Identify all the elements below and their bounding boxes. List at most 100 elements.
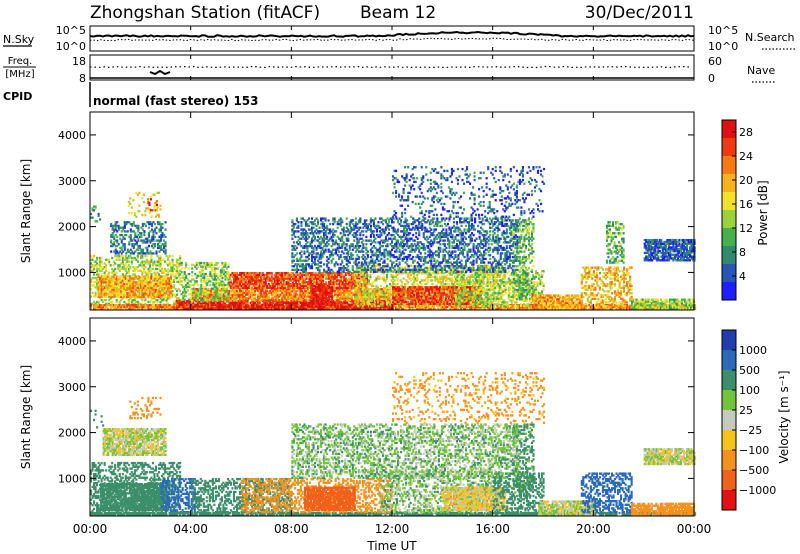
heatmap-cell [124,262,127,265]
heatmap-cell [241,304,244,307]
heatmap-cell [270,281,273,284]
heatmap-cell [311,300,314,304]
heatmap-cell [135,300,138,304]
heatmap-cell [347,284,350,288]
heatmap-cell [142,275,145,278]
heatmap-cell [257,303,260,306]
heatmap-cell [267,286,270,289]
heatmap-cell [306,289,310,293]
heatmap-cell [90,307,93,311]
heatmap-cell [171,286,174,289]
heatmap-cell [203,289,206,292]
heatmap-cell [319,273,322,277]
heatmap-cell [163,282,167,285]
heatmap-cell [303,291,307,294]
heatmap-cell [120,304,123,307]
heatmap-cell [121,286,124,289]
heatmap-cell [141,222,144,226]
heatmap-cell [134,235,137,239]
heatmap-cell [100,278,103,282]
heatmap-cell [303,284,307,288]
heatmap-cell [245,307,248,310]
heatmap-cell [258,293,261,296]
heatmap-cell [344,273,347,277]
heatmap-cell [146,201,149,205]
heatmap-cell [118,266,121,269]
heatmap-cell [124,290,127,293]
heatmap-cell [237,286,240,289]
heatmap-cell [190,305,193,308]
heatmap-cell [187,299,190,303]
heatmap-cell [299,293,302,296]
heatmap-cell [116,224,119,228]
heatmap-cell [153,307,156,311]
heatmap-cell [153,271,156,274]
heatmap-cell [168,255,171,258]
heatmap-cell [299,295,302,298]
heatmap-cell [177,280,180,283]
heatmap-cell [397,291,400,294]
heatmap-cell [278,288,281,291]
heatmap-cell [302,301,305,305]
heatmap-cell [198,294,201,298]
heatmap-cell [603,307,606,311]
heatmap-cell [213,301,216,305]
heatmap-cell [150,224,154,228]
heatmap-cell [311,286,314,289]
heatmap-cell [118,300,121,304]
heatmap-cell [199,305,202,308]
heatmap-cell [278,284,281,288]
heatmap-cell [148,300,151,304]
heatmap-cell [366,304,369,307]
heatmap-cell [282,279,285,282]
heatmap-cell [123,300,126,304]
heatmap-cell [108,299,111,302]
heatmap-cell [168,292,171,295]
heatmap-cell [368,305,371,308]
heatmap-cell [124,273,127,276]
heatmap-cell [170,269,173,272]
heatmap-cell [331,271,334,275]
heatmap-cell [238,293,242,296]
heatmap-cell [155,239,158,242]
heatmap-cell [150,269,153,272]
heatmap-cell [192,291,195,294]
heatmap-cell [552,304,555,307]
heatmap-cell [117,288,120,291]
heatmap-cell [115,281,118,284]
heatmap-cell [600,307,603,311]
heatmap-cell [150,256,153,260]
heatmap-cell [213,295,216,298]
heatmap-cell [118,290,121,293]
heatmap-cell [153,262,156,265]
heatmap-cell [126,260,129,263]
heatmap-cell [353,284,356,288]
heatmap-cell [334,271,337,275]
power-heatmap [90,166,697,311]
heatmap-cell [618,307,621,311]
heatmap-cell [205,289,208,293]
heatmap-cell [176,269,179,272]
heatmap-cell [248,288,251,291]
heatmap-cell [159,295,162,299]
heatmap-cell [103,299,106,302]
heatmap-cell [263,277,266,280]
heatmap-cell [96,273,99,276]
heatmap-cell [99,307,102,311]
heatmap-cell [361,293,364,296]
heatmap-cell [263,295,266,298]
heatmap-cell [100,284,103,288]
heatmap-cell [132,258,135,261]
heatmap-cell [156,282,159,285]
heatmap-cell [130,284,133,288]
heatmap-cell [100,307,103,311]
heatmap-cell [132,304,135,307]
heatmap-cell [109,279,112,282]
heatmap-cell [243,295,246,298]
heatmap-cell [305,277,308,280]
heatmap-cell [331,288,334,291]
heatmap-cell [170,286,173,289]
heatmap-cell [335,277,338,280]
heatmap-cell [150,239,154,242]
heatmap-cell [213,289,216,292]
